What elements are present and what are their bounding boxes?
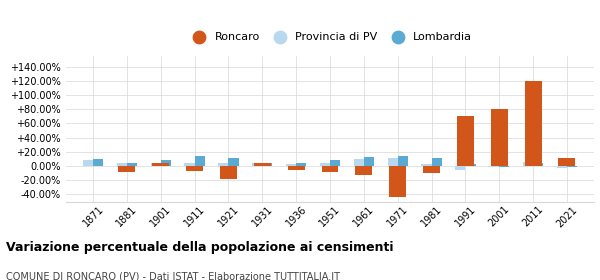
Bar [93, 159, 103, 166]
Bar [127, 162, 137, 166]
Bar [287, 166, 305, 170]
Bar [161, 160, 171, 166]
Bar [364, 157, 374, 166]
Bar [499, 166, 509, 167]
Bar [117, 163, 127, 166]
Bar [252, 163, 262, 166]
Bar [491, 109, 508, 166]
Text: Variazione percentuale della popolazione ai censimenti: Variazione percentuale della popolazione… [6, 241, 394, 254]
Bar [533, 162, 543, 166]
Bar [118, 166, 136, 172]
Bar [489, 166, 499, 167]
Bar [186, 166, 203, 171]
Bar [423, 166, 440, 173]
Bar [296, 163, 307, 166]
Bar [557, 166, 567, 167]
Bar [523, 162, 533, 166]
Bar [254, 162, 271, 166]
Bar [355, 166, 373, 175]
Bar [524, 81, 542, 166]
Bar [398, 156, 408, 166]
Bar [184, 163, 194, 166]
Bar [388, 158, 398, 166]
Bar [330, 160, 340, 166]
Bar [229, 158, 239, 166]
Bar [322, 166, 338, 172]
Bar [152, 162, 169, 166]
Bar [262, 162, 272, 166]
Bar [320, 163, 330, 166]
Bar [353, 159, 364, 166]
Legend: Roncaro, Provincia di PV, Lombardia: Roncaro, Provincia di PV, Lombardia [185, 29, 475, 44]
Bar [559, 158, 575, 166]
Bar [455, 166, 466, 170]
Bar [286, 164, 296, 166]
Text: COMUNE DI RONCARO (PV) - Dati ISTAT - Elaborazione TUTTITALIA.IT: COMUNE DI RONCARO (PV) - Dati ISTAT - El… [6, 272, 340, 280]
Bar [83, 160, 93, 166]
Bar [389, 166, 406, 197]
Bar [218, 162, 229, 166]
Bar [457, 116, 474, 166]
Bar [421, 164, 431, 166]
Bar [151, 162, 161, 166]
Bar [431, 158, 442, 166]
Bar [194, 156, 205, 166]
Bar [220, 166, 237, 179]
Bar [466, 164, 476, 166]
Bar [567, 166, 577, 167]
